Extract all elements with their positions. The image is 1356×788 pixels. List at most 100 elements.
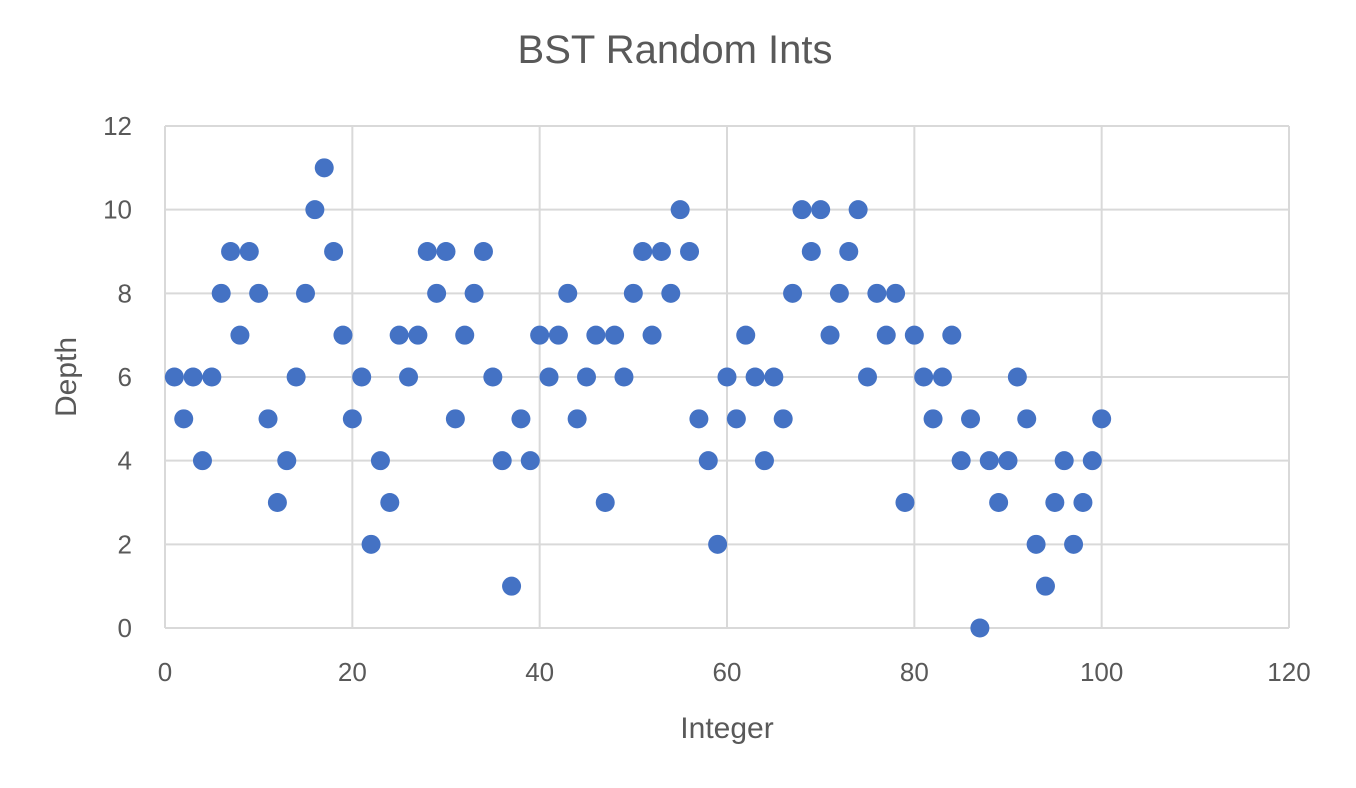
data-point: [595, 493, 615, 512]
data-point: [651, 242, 671, 261]
data-point: [867, 283, 887, 303]
y-tick-label: 12: [103, 111, 132, 141]
y-tick-label: 4: [118, 446, 132, 476]
data-point: [764, 367, 784, 387]
y-tick-label: 2: [118, 529, 132, 559]
data-point: [670, 200, 690, 220]
data-point: [1035, 576, 1055, 596]
data-point: [1045, 493, 1065, 512]
data-point: [895, 493, 915, 512]
data-point: [389, 325, 409, 345]
data-point: [483, 367, 503, 387]
data-point: [1007, 367, 1027, 387]
data-point: [736, 325, 756, 345]
data-point: [839, 242, 859, 261]
data-point: [979, 451, 999, 471]
data-point: [502, 576, 522, 596]
data-point: [183, 367, 203, 387]
data-point: [492, 451, 512, 471]
data-point: [717, 367, 737, 387]
data-point: [399, 367, 419, 387]
data-point: [848, 200, 868, 220]
data-point: [567, 409, 587, 429]
data-point: [942, 325, 962, 345]
x-tick-label: 20: [338, 657, 367, 687]
data-point: [923, 409, 943, 429]
data-point: [267, 493, 287, 512]
data-point: [277, 451, 297, 471]
data-point: [876, 325, 896, 345]
data-point: [530, 325, 550, 345]
data-point: [464, 283, 484, 303]
data-point: [801, 242, 821, 261]
y-axis-title: Depth: [50, 337, 83, 417]
data-point: [811, 200, 831, 220]
data-point: [230, 325, 250, 345]
data-point: [1054, 451, 1074, 471]
data-point: [998, 451, 1018, 471]
data-point: [296, 283, 315, 303]
data-point: [558, 283, 578, 303]
data-point: [792, 200, 812, 220]
y-tick-label: 10: [103, 195, 132, 225]
data-point: [886, 283, 906, 303]
data-point: [698, 451, 718, 471]
data-point: [726, 409, 746, 429]
data-point: [605, 325, 625, 345]
data-point: [324, 242, 344, 261]
data-point: [783, 283, 803, 303]
data-point: [511, 409, 531, 429]
data-points: [164, 158, 1112, 638]
data-point: [539, 367, 559, 387]
data-point: [932, 367, 952, 387]
x-tick-label: 120: [1267, 657, 1310, 687]
data-point: [708, 534, 728, 554]
data-point: [623, 283, 643, 303]
data-point: [286, 367, 306, 387]
data-point: [202, 367, 222, 387]
data-point: [333, 325, 353, 345]
data-point: [970, 618, 990, 638]
data-point: [951, 451, 971, 471]
data-point: [436, 242, 456, 261]
data-point: [520, 451, 540, 471]
data-point: [904, 325, 924, 345]
data-point: [192, 451, 212, 471]
x-tick-label: 0: [158, 657, 172, 687]
data-point: [633, 242, 653, 261]
y-tick-label: 0: [118, 613, 132, 643]
data-point: [745, 367, 765, 387]
x-tick-label: 80: [900, 657, 929, 687]
data-point: [1026, 534, 1046, 554]
data-point: [361, 534, 381, 554]
data-point: [754, 451, 774, 471]
data-point: [455, 325, 475, 345]
grid-lines: [164, 125, 1290, 629]
data-point: [314, 158, 334, 178]
data-point: [577, 367, 596, 387]
data-point: [1082, 451, 1102, 471]
data-point: [249, 283, 269, 303]
data-point: [342, 409, 362, 429]
data-point: [473, 242, 493, 261]
x-tick-label: 40: [525, 657, 554, 687]
data-point: [305, 200, 325, 220]
data-point: [380, 493, 400, 512]
data-point: [221, 242, 241, 261]
data-point: [408, 325, 428, 345]
x-axis-title: Integer: [680, 712, 773, 745]
data-point: [829, 283, 849, 303]
data-point: [211, 283, 231, 303]
data-point: [989, 493, 1009, 512]
data-point: [1092, 409, 1112, 429]
data-point: [239, 242, 259, 261]
data-point: [548, 325, 568, 345]
y-tick-label: 8: [118, 278, 132, 308]
data-point: [258, 409, 278, 429]
data-point: [858, 367, 877, 387]
data-point: [961, 409, 981, 429]
data-point: [661, 283, 681, 303]
data-point: [586, 325, 606, 345]
